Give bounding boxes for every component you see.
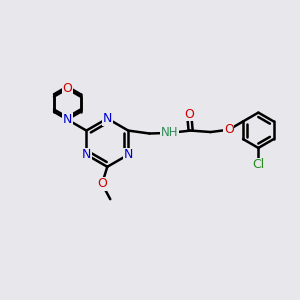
Text: O: O xyxy=(97,177,107,190)
Text: N: N xyxy=(124,148,133,161)
Text: N: N xyxy=(82,148,91,161)
Text: O: O xyxy=(62,82,72,95)
Text: Cl: Cl xyxy=(252,158,265,171)
Text: O: O xyxy=(224,123,234,136)
Text: O: O xyxy=(184,108,194,121)
Text: N: N xyxy=(103,112,112,125)
Text: N: N xyxy=(63,113,72,126)
Text: NH: NH xyxy=(161,126,178,140)
